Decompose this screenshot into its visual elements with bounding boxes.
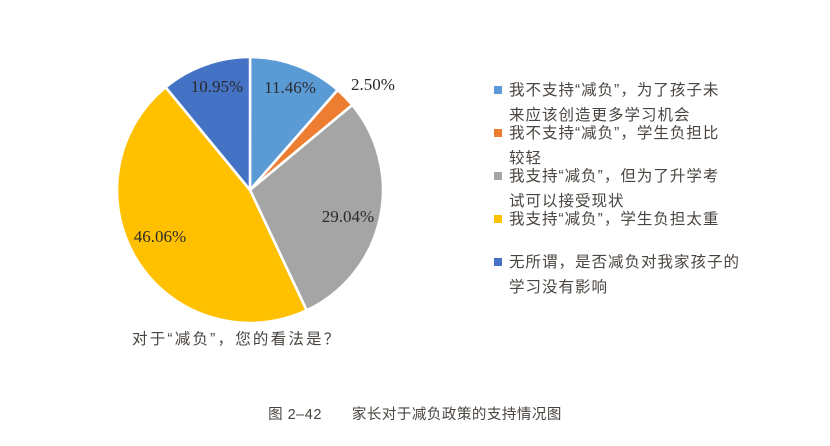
svg-text:11.46%: 11.46%	[264, 78, 316, 97]
svg-text:46.06%: 46.06%	[134, 227, 186, 246]
svg-text:29.04%: 29.04%	[322, 207, 374, 226]
svg-text:2.50%: 2.50%	[351, 75, 395, 94]
svg-text:10.95%: 10.95%	[191, 77, 243, 96]
